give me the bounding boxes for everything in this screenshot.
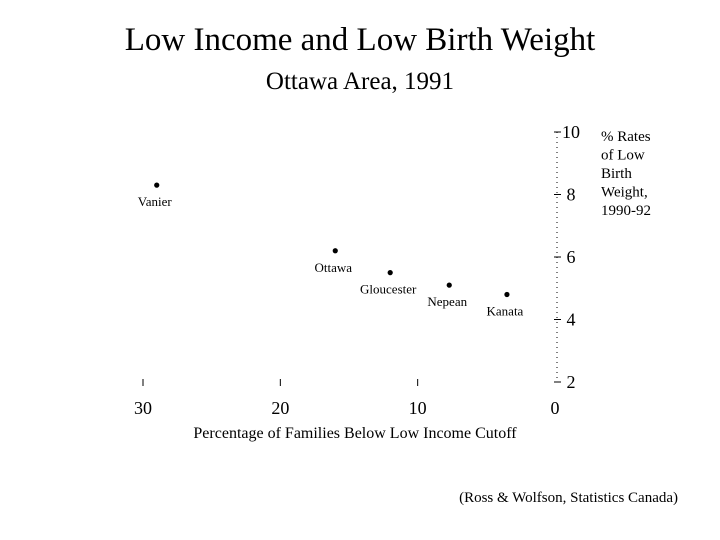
x-tick-label: 30: [134, 398, 152, 418]
data-point-nepean: [446, 282, 452, 288]
point-label-gloucester: Gloucester: [360, 282, 417, 297]
data-point-kanata: [504, 291, 510, 298]
x-tick-label: 20: [271, 398, 289, 418]
point-label-ottawa: Ottawa: [314, 260, 352, 275]
source-note: (Ross & Wolfson, Statistics Canada): [459, 490, 678, 506]
chart-subtitle: Ottawa Area, 1991: [265, 68, 455, 95]
x-tick-label: 0: [551, 398, 560, 418]
y-tick-label: 8: [567, 185, 576, 205]
y-tick-label: 2: [567, 372, 576, 392]
y-axis-ticks: 10 8 6 4 2: [554, 122, 580, 392]
x-axis-ticks: 30 20 10 0: [134, 379, 560, 418]
x-axis-label: Percentage of Families Below Low Income …: [193, 425, 517, 442]
y-axis-label: % Rates of Low Birth Weight, 1990-92: [601, 129, 651, 219]
x-tick-label: 10: [409, 398, 427, 418]
data-points: Vanier Ottawa Gloucester Nepean Kanata: [138, 182, 524, 319]
y-tick-label: 4: [567, 310, 576, 330]
y-tick-label: 10: [562, 122, 580, 142]
point-label-nepean: Nepean: [427, 294, 467, 309]
data-point-vanier: [154, 182, 160, 188]
y-tick-label: 6: [567, 247, 576, 267]
data-point-gloucester: [387, 270, 393, 276]
chart-title: Low Income and Low Birth Weight: [124, 22, 596, 58]
point-label-vanier: Vanier: [138, 194, 173, 209]
point-label-kanata: Kanata: [487, 304, 524, 319]
data-point-ottawa: [332, 248, 338, 254]
